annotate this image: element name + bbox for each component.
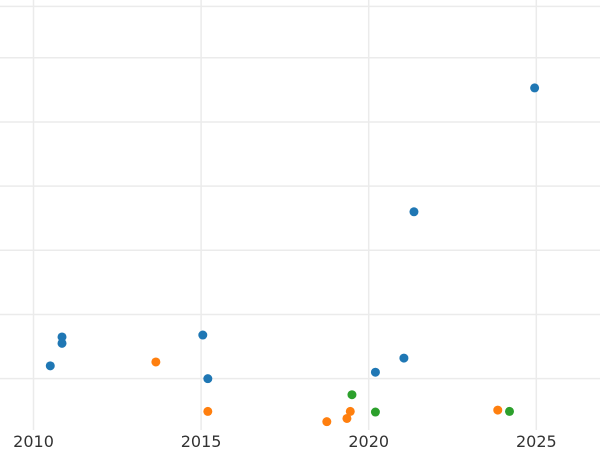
data-point xyxy=(57,338,67,348)
x-axis-ticks: 2010 2015 2020 2025 xyxy=(13,432,557,450)
data-point xyxy=(370,407,380,417)
data-point xyxy=(530,83,540,93)
data-point xyxy=(198,330,208,340)
data-point xyxy=(504,406,514,416)
data-point xyxy=(203,406,213,416)
data-point xyxy=(45,361,55,371)
x-tick-label: 2020 xyxy=(348,432,389,450)
data-point xyxy=(203,374,213,384)
data-point xyxy=(409,207,419,217)
grid xyxy=(0,0,600,430)
data-point xyxy=(151,357,161,367)
data-point xyxy=(345,406,355,416)
data-point xyxy=(322,417,332,427)
x-tick-label: 2015 xyxy=(181,432,222,450)
data-point xyxy=(347,390,357,400)
data-point xyxy=(342,413,352,423)
x-tick-label: 2025 xyxy=(516,432,557,450)
data-point xyxy=(399,353,409,363)
data-point xyxy=(57,332,67,342)
data-points xyxy=(45,83,540,427)
data-point xyxy=(493,405,503,415)
x-tick-label: 2010 xyxy=(13,432,54,450)
data-point xyxy=(370,367,380,377)
